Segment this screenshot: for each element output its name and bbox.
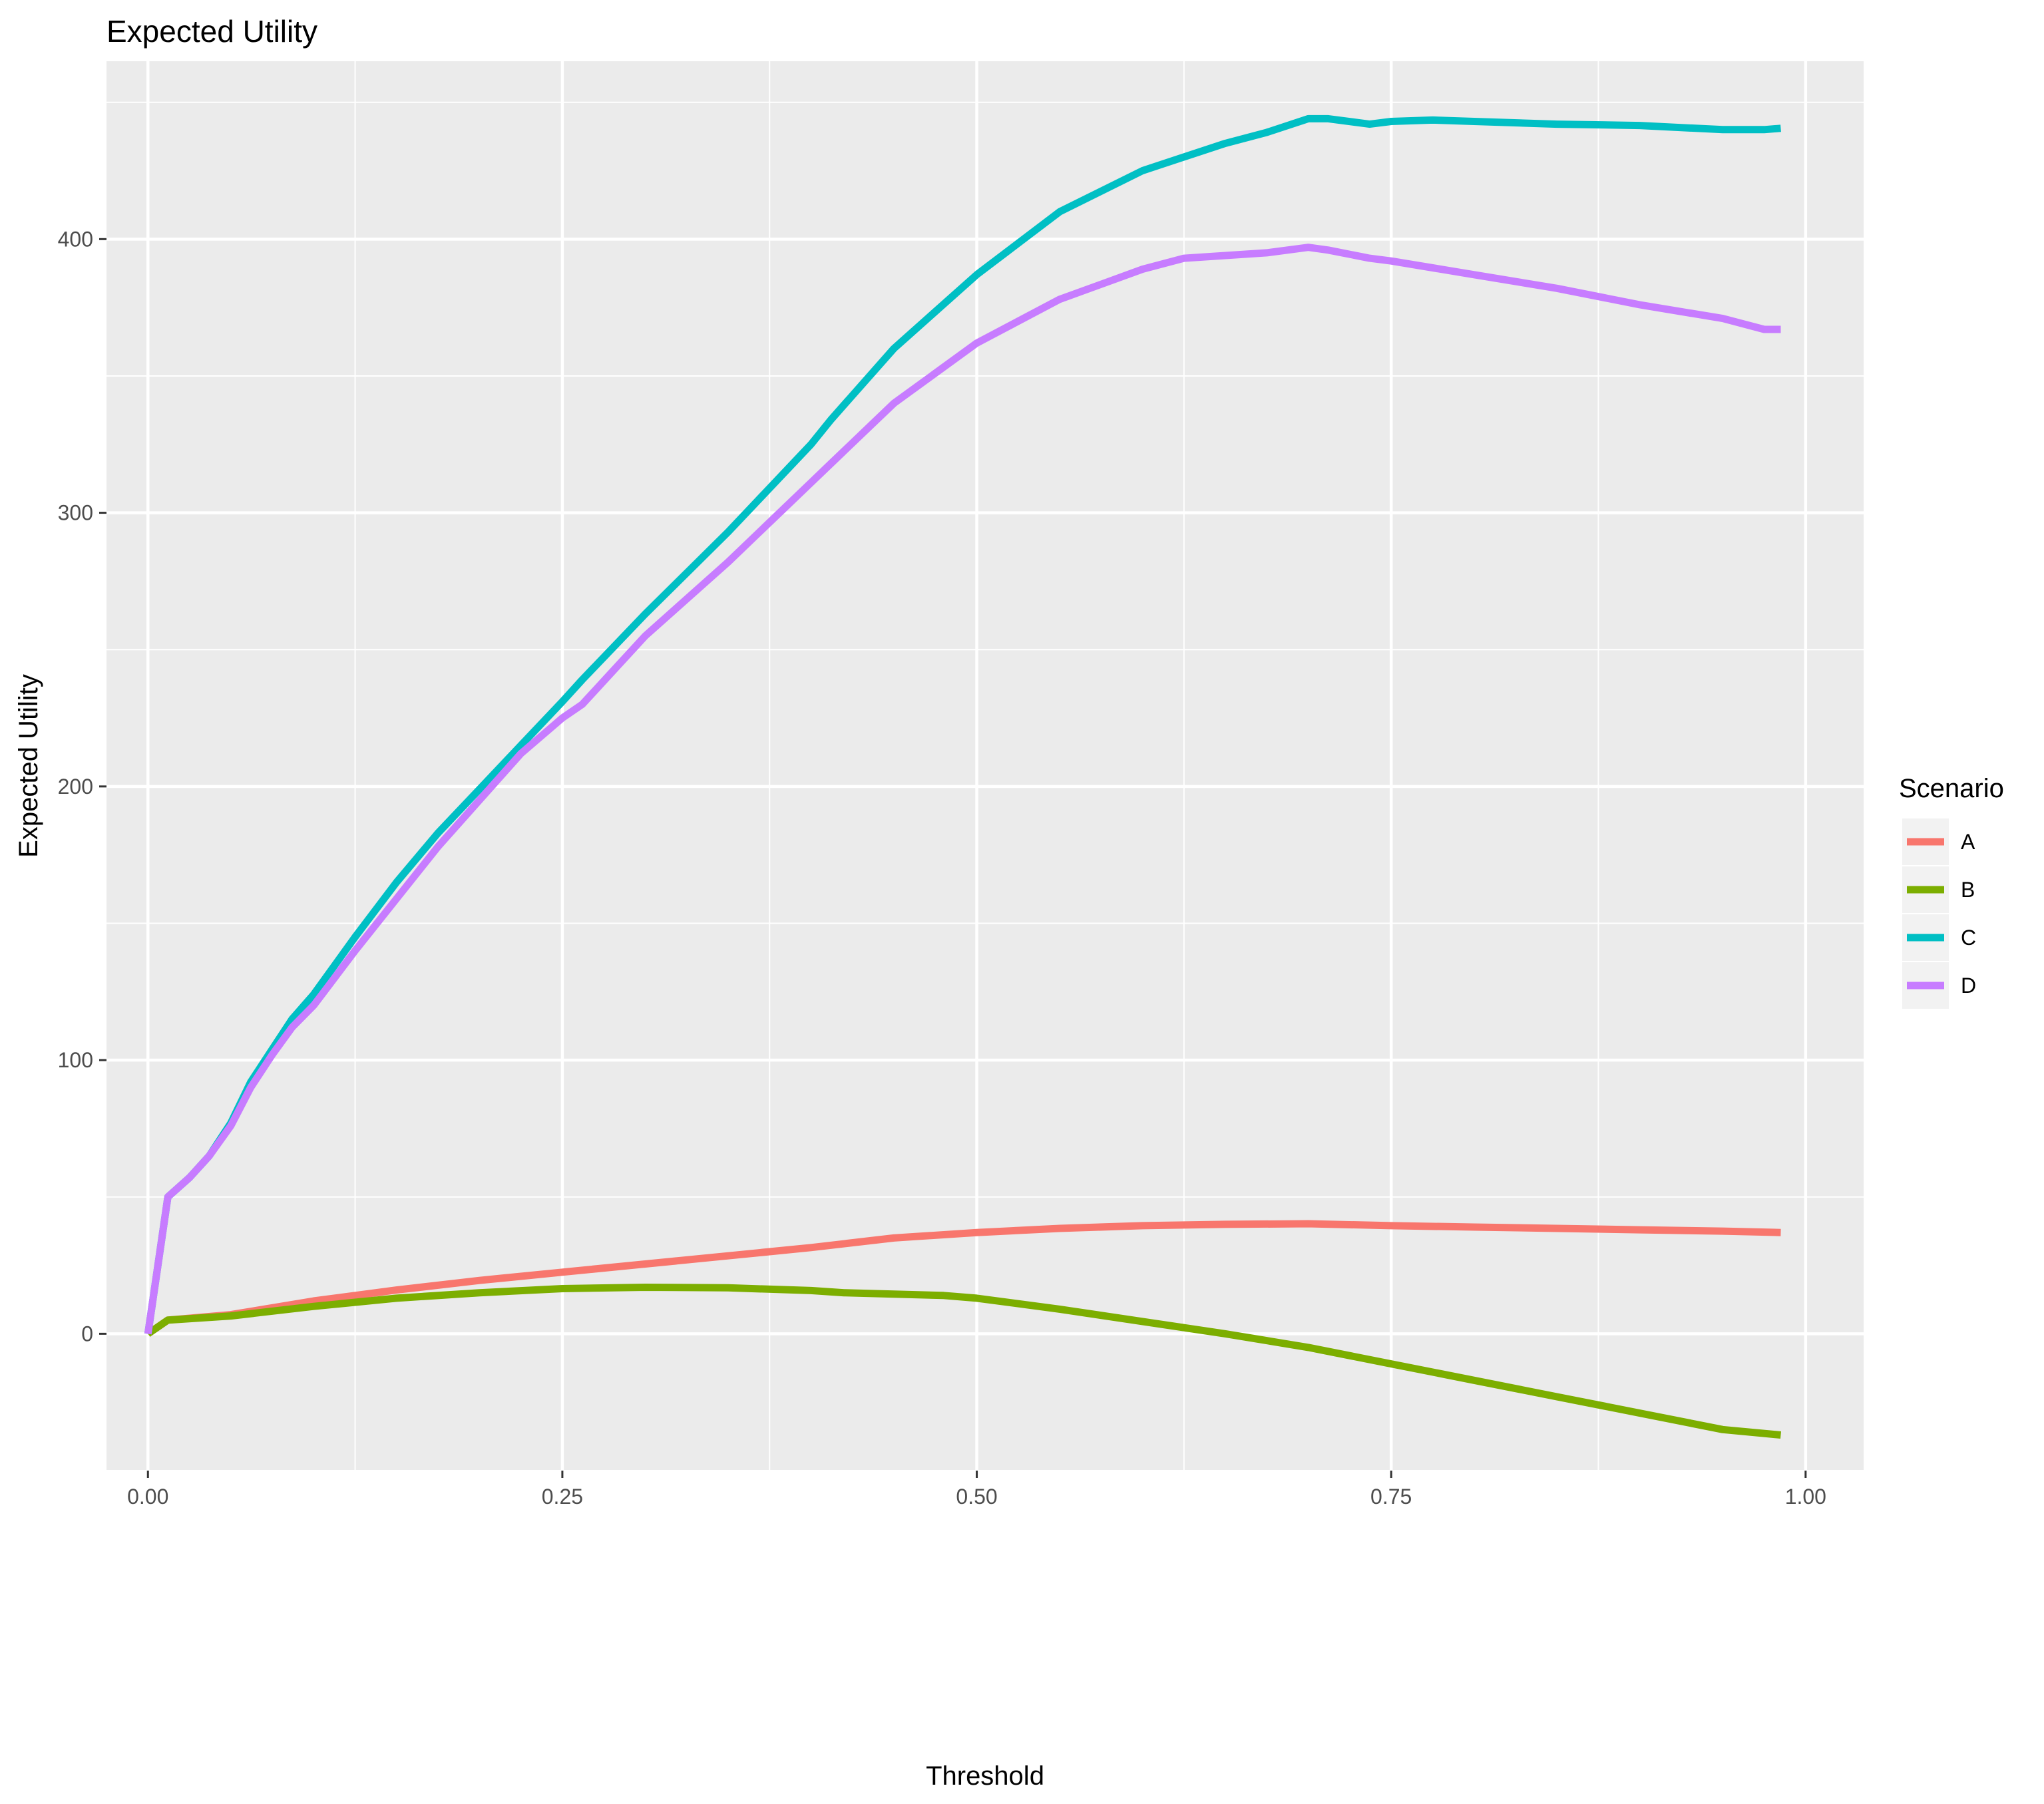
x-tick-label: 0.50 bbox=[956, 1485, 997, 1509]
legend-label-a: A bbox=[1961, 830, 1975, 854]
x-tick-label: 0.25 bbox=[542, 1485, 583, 1509]
x-tick-label: 0.75 bbox=[1370, 1485, 1412, 1509]
x-axis-title: Threshold bbox=[926, 1761, 1044, 1791]
grid-lines bbox=[106, 61, 1864, 1471]
y-tick-label: 300 bbox=[58, 501, 93, 525]
x-axis: 0.00 0.25 0.50 0.75 1.00 bbox=[127, 1471, 1826, 1509]
y-tick-label: 400 bbox=[58, 227, 93, 251]
legend-label-d: D bbox=[1961, 974, 1976, 997]
legend-title: Scenario bbox=[1899, 774, 2004, 803]
y-axis-title: Expected Utility bbox=[14, 674, 43, 858]
x-tick-label: 0.00 bbox=[127, 1485, 168, 1509]
legend-label-b: B bbox=[1961, 878, 1975, 902]
legend: Scenario ABC D bbox=[1899, 774, 2004, 1009]
series-lines bbox=[144, 114, 1782, 1439]
series-line-d bbox=[144, 244, 1781, 1335]
series-line-b bbox=[146, 1284, 1782, 1439]
y-tick-label: 200 bbox=[58, 775, 93, 799]
chart-title: Expected Utility bbox=[106, 14, 317, 49]
y-tick-label: 100 bbox=[58, 1048, 93, 1072]
legend-items: ABC D bbox=[1902, 818, 1976, 1009]
legend-label-c: C bbox=[1961, 926, 1976, 950]
y-tick-label: 0 bbox=[81, 1322, 93, 1346]
series-line-a bbox=[146, 1220, 1781, 1337]
y-axis: 0 100 200 300 400 bbox=[58, 227, 106, 1346]
x-tick-label: 1.00 bbox=[1785, 1485, 1826, 1509]
